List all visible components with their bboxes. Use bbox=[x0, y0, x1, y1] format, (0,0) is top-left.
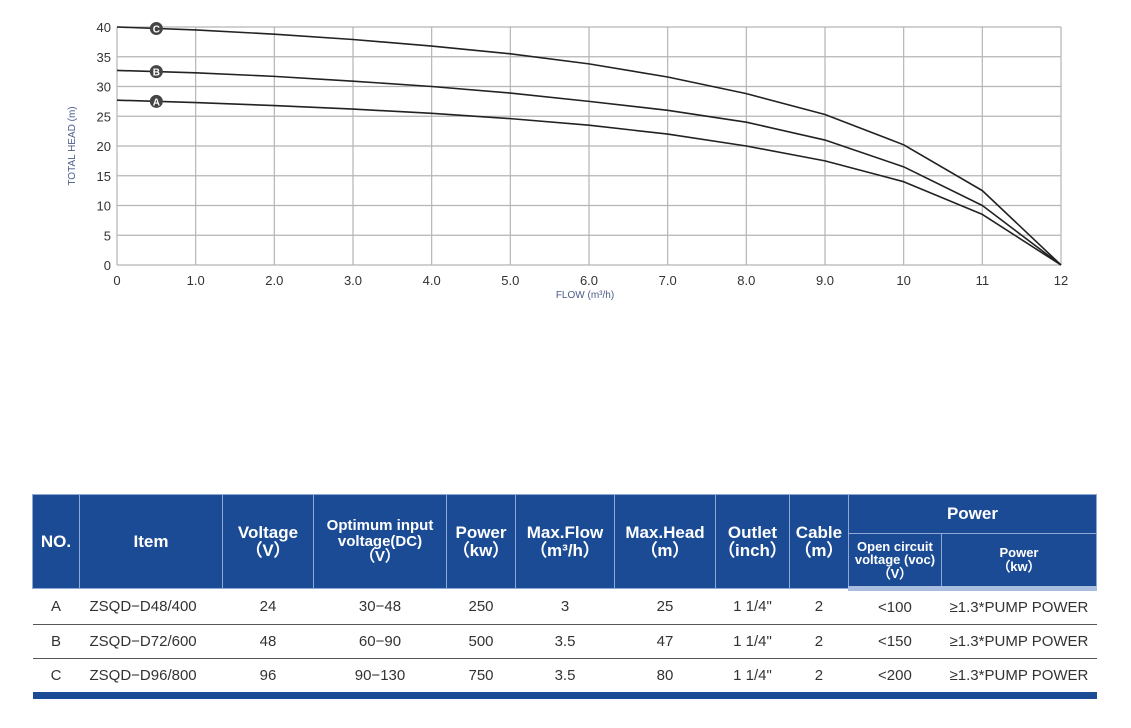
y-tick-label: 35 bbox=[97, 50, 111, 65]
cell-no: C bbox=[32, 658, 80, 699]
cell-optimum-voltage: 60−90 bbox=[313, 624, 447, 659]
curve-marker-label: A bbox=[153, 97, 160, 108]
header-max-head: Max.Head （m） bbox=[614, 494, 716, 589]
y-axis-label: TOTAL HEAD (m) bbox=[67, 106, 78, 185]
y-tick-label: 20 bbox=[97, 139, 111, 154]
header-max-flow: Max.Flow （m³/h） bbox=[515, 494, 615, 589]
curve-C bbox=[116, 26, 1062, 266]
cell-item: ZSQD−D96/800 bbox=[79, 658, 223, 699]
x-tick-label: 4.0 bbox=[423, 273, 441, 288]
cell-max-flow: 3.5 bbox=[515, 658, 615, 699]
cell-power-requirement: ≥1.3*PUMP POWER bbox=[941, 624, 1097, 659]
x-tick-label: 0 bbox=[113, 273, 120, 288]
x-tick-label: 2.0 bbox=[265, 273, 283, 288]
cell-power: 750 bbox=[446, 658, 516, 699]
header-item: Item bbox=[79, 494, 223, 589]
cell-open-circuit-voltage: <150 bbox=[848, 624, 942, 659]
x-tick-label: 6.0 bbox=[580, 273, 598, 288]
cell-max-flow: 3 bbox=[515, 588, 615, 625]
cell-max-flow: 3.5 bbox=[515, 624, 615, 659]
cell-max-head: 25 bbox=[614, 588, 716, 625]
y-tick-label: 0 bbox=[104, 258, 111, 273]
y-tick-label: 30 bbox=[97, 80, 111, 95]
cell-optimum-voltage: 90−130 bbox=[313, 658, 447, 699]
table-row: B ZSQD−D72/600 48 60−90 500 3.5 47 1 1/4" 2 <150 ≥… bbox=[32, 624, 1097, 659]
cell-voltage: 24 bbox=[222, 588, 314, 625]
curve-A bbox=[116, 99, 1062, 266]
cell-open-circuit-voltage: <100 bbox=[848, 588, 942, 625]
table-row: A ZSQD−D48/400 24 30−48 250 3 25 1 1/4" 2 <100 ≥1.… bbox=[32, 588, 1097, 625]
cell-outlet: 1 1/4" bbox=[715, 658, 790, 699]
x-tick-label: 7.0 bbox=[659, 273, 677, 288]
cell-open-circuit-voltage: <200 bbox=[848, 658, 942, 699]
cell-cable: 2 bbox=[789, 658, 849, 699]
header-no: NO. bbox=[32, 494, 80, 589]
curve-marker-B bbox=[149, 65, 163, 79]
header-power: Power （kw） bbox=[446, 494, 516, 589]
spec-table: NO. Item Voltage （V） Optimum input voltag… bbox=[32, 494, 1098, 699]
curve-marker-C bbox=[149, 21, 163, 35]
x-tick-label: 5.0 bbox=[501, 273, 519, 288]
y-tick-label: 40 bbox=[97, 20, 111, 35]
x-tick-label: 3.0 bbox=[344, 273, 362, 288]
y-tick-label: 25 bbox=[97, 109, 111, 124]
x-tick-label: 11 bbox=[976, 273, 990, 288]
header-power-group: Power bbox=[847, 494, 1098, 534]
cell-outlet: 1 1/4" bbox=[715, 624, 790, 659]
y-tick-label: 10 bbox=[97, 199, 111, 214]
curve-marker-label: B bbox=[153, 68, 160, 79]
cell-cable: 2 bbox=[789, 624, 849, 659]
cell-no: B bbox=[32, 624, 80, 659]
y-tick-label: 15 bbox=[97, 169, 111, 184]
header-open-circuit-voltage: Open circuit voltage (voc) （V） bbox=[847, 533, 942, 591]
cell-power-requirement: ≥1.3*PUMP POWER bbox=[941, 658, 1097, 699]
curve-B bbox=[116, 69, 1062, 266]
curve-marker-A bbox=[149, 94, 163, 108]
curve-marker-label: C bbox=[153, 24, 160, 35]
cell-power: 250 bbox=[446, 588, 516, 625]
cell-item: ZSQD−D72/600 bbox=[79, 624, 223, 659]
header-voltage: Voltage （V） bbox=[222, 494, 314, 589]
cell-no: A bbox=[32, 588, 80, 625]
cell-max-head: 47 bbox=[614, 624, 716, 659]
x-tick-label: 9.0 bbox=[816, 273, 834, 288]
y-tick-label: 5 bbox=[104, 228, 111, 243]
cell-voltage: 96 bbox=[222, 658, 314, 699]
cell-cable: 2 bbox=[789, 588, 849, 625]
cell-voltage: 48 bbox=[222, 624, 314, 659]
x-tick-label: 8.0 bbox=[737, 273, 755, 288]
x-tick-label: 12 bbox=[1054, 273, 1068, 288]
cell-optimum-voltage: 30−48 bbox=[313, 588, 447, 625]
x-tick-label: 1.0 bbox=[187, 273, 205, 288]
cell-power-requirement: ≥1.3*PUMP POWER bbox=[941, 588, 1097, 625]
header-power-kw: Power （kw） bbox=[940, 533, 1098, 591]
cell-max-head: 80 bbox=[614, 658, 716, 699]
cell-item: ZSQD−D48/400 bbox=[79, 588, 223, 625]
table-row: C ZSQD−D96/800 96 90−130 750 3.5 80 1 1/4" 2 <200… bbox=[32, 658, 1097, 699]
header-cable: Cable （m） bbox=[788, 494, 849, 589]
x-tick-label: 10 bbox=[896, 273, 910, 288]
cell-outlet: 1 1/4" bbox=[715, 588, 790, 625]
pump-curve-chart: 0 1.0 2.0 3.0 4.0 5.0 6.0 7.0 8.0 9.0 10 11 12 0 5 10 15… bbox=[67, 20, 1068, 301]
header-outlet: Outlet （inch） bbox=[715, 494, 790, 589]
x-axis-label: FLOW (m³/h) bbox=[556, 290, 614, 301]
header-optimum-voltage: Optimum input voltage(DC) （V） bbox=[313, 494, 447, 589]
cell-power: 500 bbox=[446, 624, 516, 659]
